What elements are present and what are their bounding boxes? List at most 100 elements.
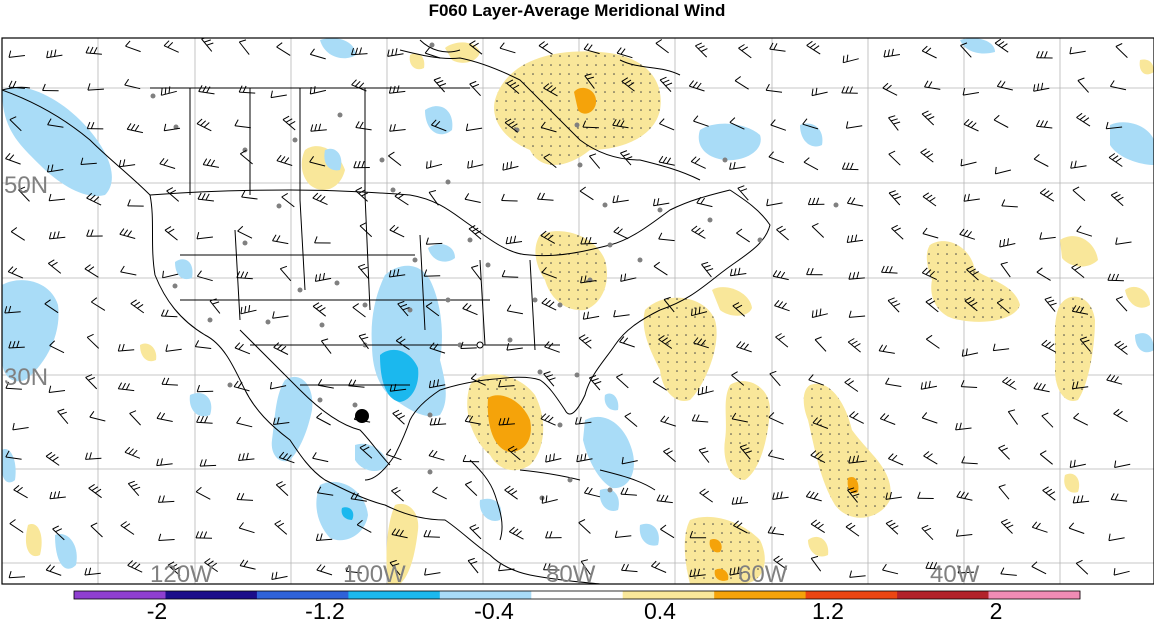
colorbar-segment <box>165 591 258 599</box>
wind-barb <box>806 267 823 276</box>
wind-barb <box>957 566 975 574</box>
wind-barb <box>13 485 28 499</box>
wind-barb <box>426 160 443 169</box>
wind-barb <box>736 228 750 243</box>
wind-barb <box>691 306 708 317</box>
wind-barbs <box>4 38 1132 580</box>
wind-barb <box>882 82 898 96</box>
wind-barb <box>544 341 560 353</box>
wind-barb <box>353 160 370 169</box>
wind-barb <box>464 481 478 496</box>
wind-barb <box>1033 82 1050 92</box>
wind-barb <box>467 557 479 574</box>
wind-barb <box>653 198 670 207</box>
wind-barb <box>773 555 787 570</box>
wind-barb <box>309 86 327 95</box>
wind-barb <box>389 559 401 576</box>
wind-barb <box>157 495 175 503</box>
wind-barb <box>765 83 783 93</box>
wind-barb <box>543 371 556 387</box>
wind-barb <box>774 299 790 312</box>
wind-barb <box>272 234 289 245</box>
wind-barb <box>158 533 175 541</box>
wind-barb <box>690 156 706 169</box>
wind-barb <box>167 561 181 576</box>
wind-barb <box>156 412 173 422</box>
wind-barb <box>5 381 22 390</box>
wind-barb <box>316 564 333 576</box>
wind-barb <box>48 231 66 240</box>
wind-barb <box>541 495 558 504</box>
wind-barb <box>807 197 825 206</box>
wind-barb <box>926 334 940 349</box>
wind-barb <box>1039 232 1056 240</box>
wind-barb <box>161 377 178 386</box>
wind-barb <box>1031 521 1048 533</box>
wind-barb <box>464 193 481 203</box>
wind-barb <box>579 186 594 201</box>
map-frame <box>1 37 1154 585</box>
wind-barb <box>1000 518 1014 534</box>
wind-barb <box>812 417 829 429</box>
wind-barb <box>80 157 97 165</box>
wind-barb <box>273 342 289 355</box>
wind-barb <box>508 526 524 540</box>
wind-barb <box>86 333 100 349</box>
wind-barb <box>963 119 979 132</box>
wind-barb <box>701 261 714 278</box>
wind-barb <box>842 54 859 64</box>
wind-barb <box>960 379 978 388</box>
wind-barb <box>658 232 675 242</box>
wind-barb <box>433 77 447 93</box>
wind-barb <box>996 298 1010 314</box>
wind-barb <box>810 519 825 534</box>
wind-barb <box>921 267 938 281</box>
wind-barb <box>358 333 369 350</box>
wind-barb <box>278 451 295 464</box>
colorbar-tick-label: -2 <box>147 598 167 622</box>
wind-barb <box>811 222 825 238</box>
wind-barb <box>120 521 135 535</box>
wind-barb <box>498 417 515 426</box>
wind-barb <box>583 486 601 498</box>
wind-barb <box>613 309 630 318</box>
wind-barb <box>772 491 789 500</box>
wind-barb <box>432 486 447 500</box>
wind-barb <box>538 41 553 55</box>
wind-barb <box>84 264 99 278</box>
wind-barb <box>355 121 372 131</box>
wind-barb <box>198 85 215 95</box>
wind-barb <box>663 447 676 463</box>
wind-barb <box>731 496 749 505</box>
station-dots <box>150 42 839 501</box>
wind-barb <box>165 344 182 352</box>
wind-barb <box>355 187 369 202</box>
wind-barb <box>498 380 515 388</box>
lon-label-120w: 120W <box>150 561 213 588</box>
wind-barb <box>281 192 295 208</box>
wind-barb <box>88 483 102 499</box>
wind-barb <box>316 486 334 496</box>
wind-barb <box>86 121 104 130</box>
wind-barb <box>423 530 440 538</box>
wind-barb <box>698 447 710 463</box>
wind-barb <box>196 231 213 240</box>
wind-barb <box>117 343 135 352</box>
wind-barb <box>209 298 221 314</box>
wind-barb <box>195 531 213 539</box>
wind-barb <box>163 40 179 53</box>
wind-barb <box>1031 561 1047 575</box>
wind-barb <box>46 49 63 59</box>
wind-barb <box>769 370 781 387</box>
wind-barb <box>921 110 935 126</box>
wind-barb <box>1108 153 1123 167</box>
wind-barb <box>962 88 979 96</box>
wind-barb <box>614 530 632 538</box>
colorbar-segment <box>74 591 166 599</box>
wind-barb <box>589 375 602 391</box>
wind-barb <box>811 87 828 97</box>
wind-barb <box>848 455 865 464</box>
wind-barb <box>506 304 523 315</box>
wind-barb <box>388 85 406 94</box>
wind-barb <box>506 343 523 351</box>
